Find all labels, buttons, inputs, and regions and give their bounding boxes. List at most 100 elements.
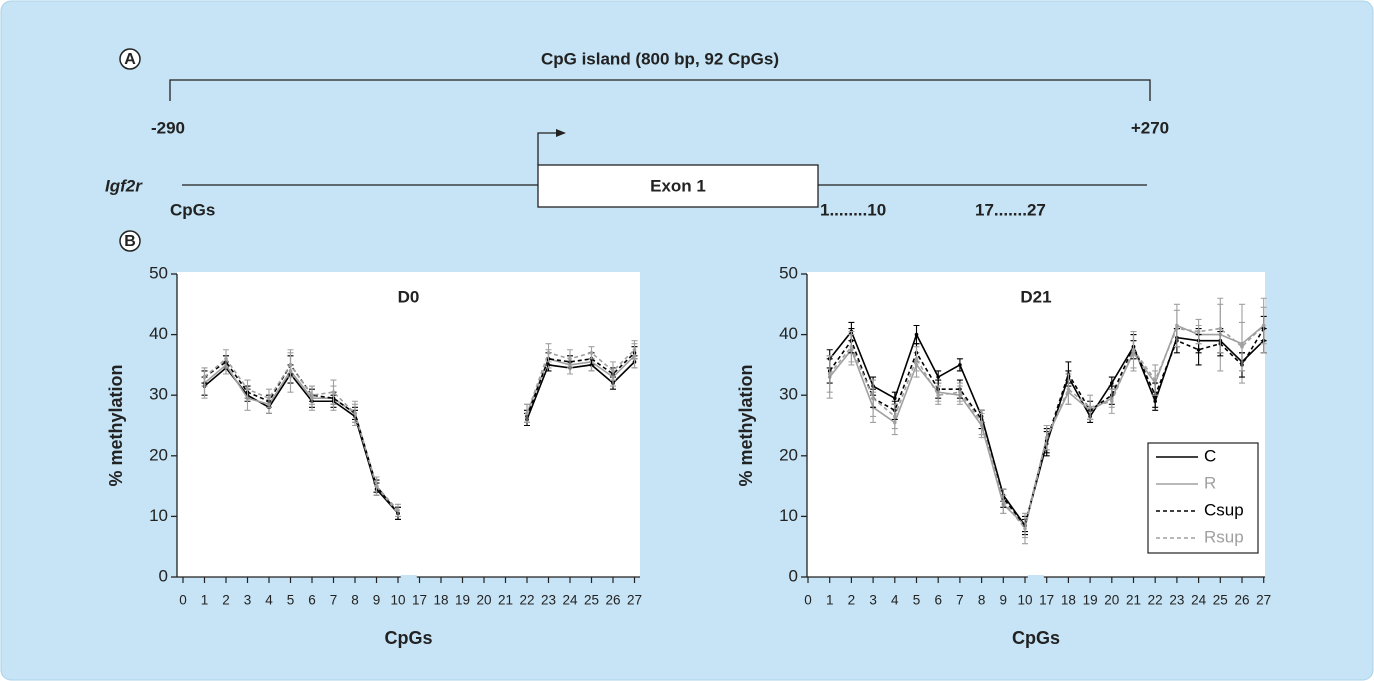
x-tick-label: 22: [1148, 593, 1163, 608]
y-tick-label: 50: [149, 263, 168, 282]
point: [1110, 399, 1114, 404]
panel-label: B: [124, 233, 136, 250]
chart-title: D21: [1020, 287, 1051, 306]
island-title: CpG island (800 bp, 92 CpGs): [541, 49, 779, 68]
point: [914, 357, 919, 361]
point: [589, 350, 594, 355]
point: [245, 387, 250, 391]
x-tick-label: 4: [265, 593, 273, 608]
point: [525, 411, 529, 416]
x-tick-label: 25: [584, 593, 599, 608]
point: [1088, 405, 1092, 410]
legend-box: [1147, 442, 1259, 554]
x-axis-title: CpGs: [1012, 628, 1060, 648]
gene-name: Igf2r: [105, 176, 143, 195]
point: [914, 332, 919, 337]
panel-label: A: [124, 51, 136, 68]
point: [979, 420, 984, 425]
legend-label: R: [1204, 473, 1216, 492]
legend-label: C: [1204, 446, 1216, 465]
legend-label: Rsup: [1204, 527, 1244, 546]
x-tick-label: 18: [433, 593, 448, 608]
x-tick-label: 20: [1104, 593, 1119, 608]
y-tick-label: 50: [779, 263, 798, 282]
x-tick-label: 23: [1169, 593, 1184, 608]
point: [893, 414, 897, 419]
x-axis-title: CpGs: [384, 628, 432, 648]
point: [1240, 344, 1244, 349]
x-tick-label: 6: [934, 593, 942, 608]
island-end: +270: [1131, 118, 1169, 137]
y-tick-label: 30: [149, 385, 168, 404]
point: [224, 357, 228, 361]
island-start: -290: [151, 118, 185, 137]
x-tick-label: 5: [287, 593, 295, 608]
point: [1218, 326, 1223, 331]
point: [1044, 435, 1049, 440]
point: [936, 393, 940, 398]
x-tick-label: 19: [455, 593, 470, 608]
x-tick-label: 25: [1213, 593, 1228, 608]
x-tick-label: 27: [1256, 593, 1271, 608]
point: [1196, 329, 1201, 334]
y-axis-title: % methylation: [736, 364, 756, 486]
point: [1153, 378, 1157, 382]
point: [849, 344, 854, 349]
point: [568, 357, 572, 361]
x-tick-label: 9: [373, 593, 381, 608]
cpgs-label: CpGs: [170, 200, 215, 219]
x-tick-label: 19: [1083, 593, 1098, 608]
point: [893, 396, 897, 401]
chart-title: D0: [398, 287, 420, 306]
axis-break: [400, 575, 417, 584]
x-tick-label: 10: [1017, 593, 1032, 608]
panel-label-circle: [119, 48, 141, 70]
point: [1023, 526, 1027, 531]
y-tick-label: 20: [149, 445, 168, 464]
x-tick-label: 5: [913, 593, 921, 608]
cpg-range: 17.......27: [975, 200, 1046, 219]
point: [1066, 387, 1071, 391]
x-tick-label: 3: [244, 593, 252, 608]
point: [546, 350, 551, 355]
point: [1131, 347, 1136, 352]
point: [632, 347, 637, 352]
x-tick-label: 1: [201, 593, 209, 608]
y-axis-title: % methylation: [106, 364, 126, 486]
x-tick-label: 3: [869, 593, 877, 608]
exon-label: Exon 1: [650, 176, 706, 195]
point: [611, 369, 615, 373]
point: [1110, 381, 1114, 385]
x-tick-label: 24: [1191, 593, 1207, 608]
plot-area: [177, 272, 640, 577]
x-tick-label: 17: [1039, 593, 1054, 608]
point: [1261, 323, 1266, 328]
point: [374, 484, 379, 488]
point: [827, 372, 832, 376]
panel-label-circle: [119, 230, 141, 252]
exon-box: [537, 164, 819, 208]
x-tick-label: 23: [541, 593, 556, 608]
point: [958, 363, 962, 367]
point: [958, 390, 962, 394]
point: [871, 396, 875, 401]
y-tick-label: 0: [789, 566, 798, 585]
point: [936, 375, 940, 379]
point: [267, 396, 271, 401]
y-tick-label: 30: [779, 385, 798, 404]
point: [1196, 347, 1201, 352]
x-tick-label: 9: [1000, 593, 1008, 608]
x-tick-label: 1: [826, 593, 834, 608]
point: [1175, 326, 1179, 331]
x-tick-label: 18: [1061, 593, 1076, 608]
x-tick-label: 8: [978, 593, 986, 608]
tss-arrow: [537, 132, 558, 165]
x-tick-label: 7: [956, 593, 964, 608]
y-tick-label: 10: [149, 506, 168, 525]
x-tick-label: 7: [330, 593, 338, 608]
x-tick-label: 6: [308, 593, 316, 608]
point: [1001, 499, 1006, 504]
x-tick-label: 4: [891, 593, 899, 608]
y-tick-label: 20: [779, 445, 798, 464]
